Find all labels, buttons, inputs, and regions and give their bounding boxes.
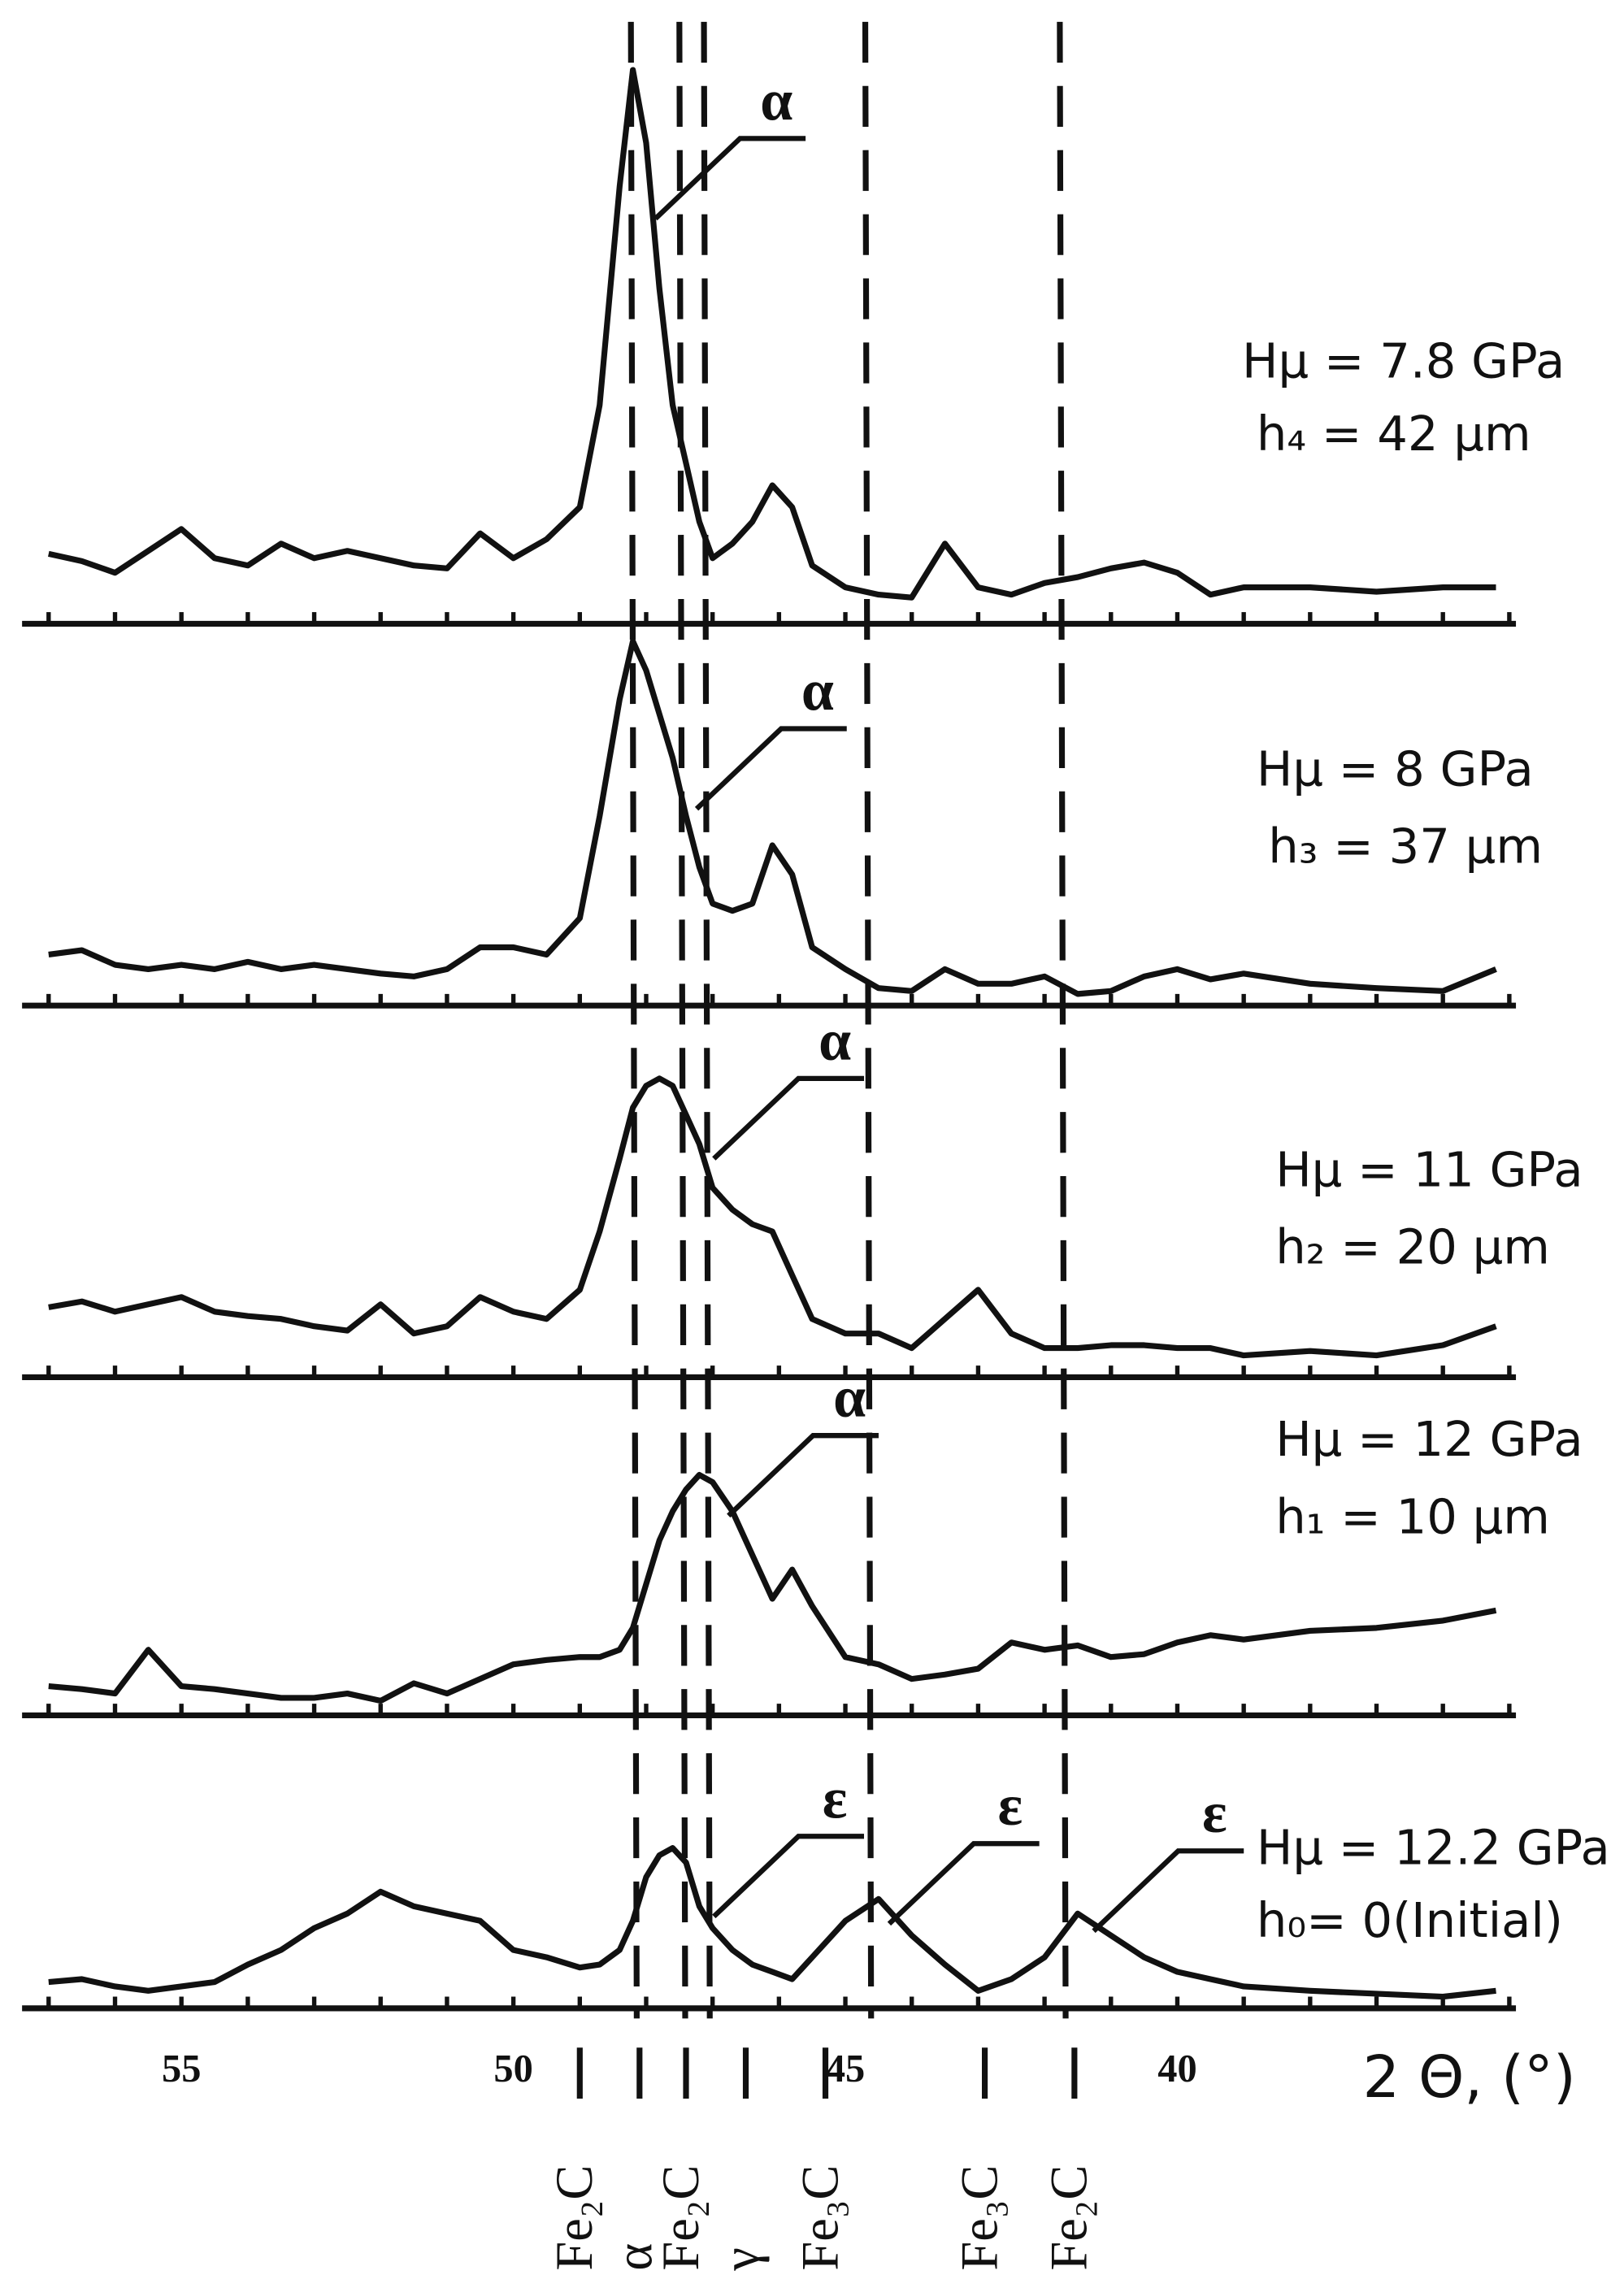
annotation-leader: [694, 726, 847, 811]
hardness-label: Hμ = 12 GPa: [1275, 1411, 1583, 1467]
reference-line: [1057, 21, 1069, 2019]
x-tick-label: 50: [493, 2047, 532, 2090]
x-tick-label: 45: [826, 2047, 865, 2090]
depth-label: h₄ = 42 μm: [1257, 406, 1531, 462]
hardness-label: Hμ = 12.2 GPa: [1257, 1819, 1610, 1875]
annotation-label: ε: [1202, 1780, 1227, 1845]
annotation-leader: [887, 1841, 1040, 1926]
xrd-trace: [48, 638, 1497, 997]
xrd-trace: [48, 1472, 1497, 1704]
annotation-label: α: [801, 658, 834, 723]
hardness-label: Hμ = 8 GPa: [1257, 740, 1534, 797]
annotation-label: ε: [997, 1773, 1023, 1838]
annotation-leader: [654, 136, 806, 221]
x-tick-label: 40: [1157, 2047, 1196, 2090]
depth-label: h₁ = 10 μm: [1275, 1488, 1550, 1544]
phase-label: Fe₂C: [651, 2165, 710, 2271]
x-axis-label: 2 Θ, (°): [1363, 2043, 1576, 2111]
depth-label: h₃ = 37 μm: [1268, 818, 1543, 874]
hardness-label: Hμ = 11 GPa: [1275, 1142, 1583, 1198]
depth-label: h₀= 0(Initial): [1257, 1892, 1563, 1948]
phase-label: Fe₃C: [790, 2165, 849, 2271]
annotation-leader: [727, 1433, 879, 1518]
phase-label: Fe₂C: [1040, 2165, 1098, 2271]
phase-label: Fe₂C: [545, 2165, 603, 2271]
xrd-trace: [48, 1845, 1496, 2000]
annotation-leader: [712, 1075, 864, 1161]
annotation-label: α: [819, 1008, 851, 1073]
annotation-leader: [1092, 1848, 1244, 1934]
x-tick-label: 55: [162, 2047, 201, 2090]
phase-label: γ: [710, 2247, 769, 2272]
annotation-label: α: [760, 67, 792, 132]
phase-label: α: [605, 2243, 663, 2271]
reference-line: [862, 21, 875, 2019]
reference-line: [627, 21, 640, 2019]
annotation-label: α: [833, 1365, 866, 1430]
reference-line: [701, 21, 713, 2019]
reference-line: [676, 21, 688, 2019]
xrd-trace: [48, 1075, 1497, 1359]
xrd-trace: [48, 67, 1496, 601]
depth-label: h₂ = 20 μm: [1275, 1219, 1550, 1275]
annotation-leader: [712, 1834, 864, 1919]
annotation-label: ε: [823, 1765, 848, 1830]
hardness-label: Hμ = 7.8 GPa: [1242, 332, 1565, 389]
phase-label: Fe₃C: [949, 2165, 1008, 2271]
